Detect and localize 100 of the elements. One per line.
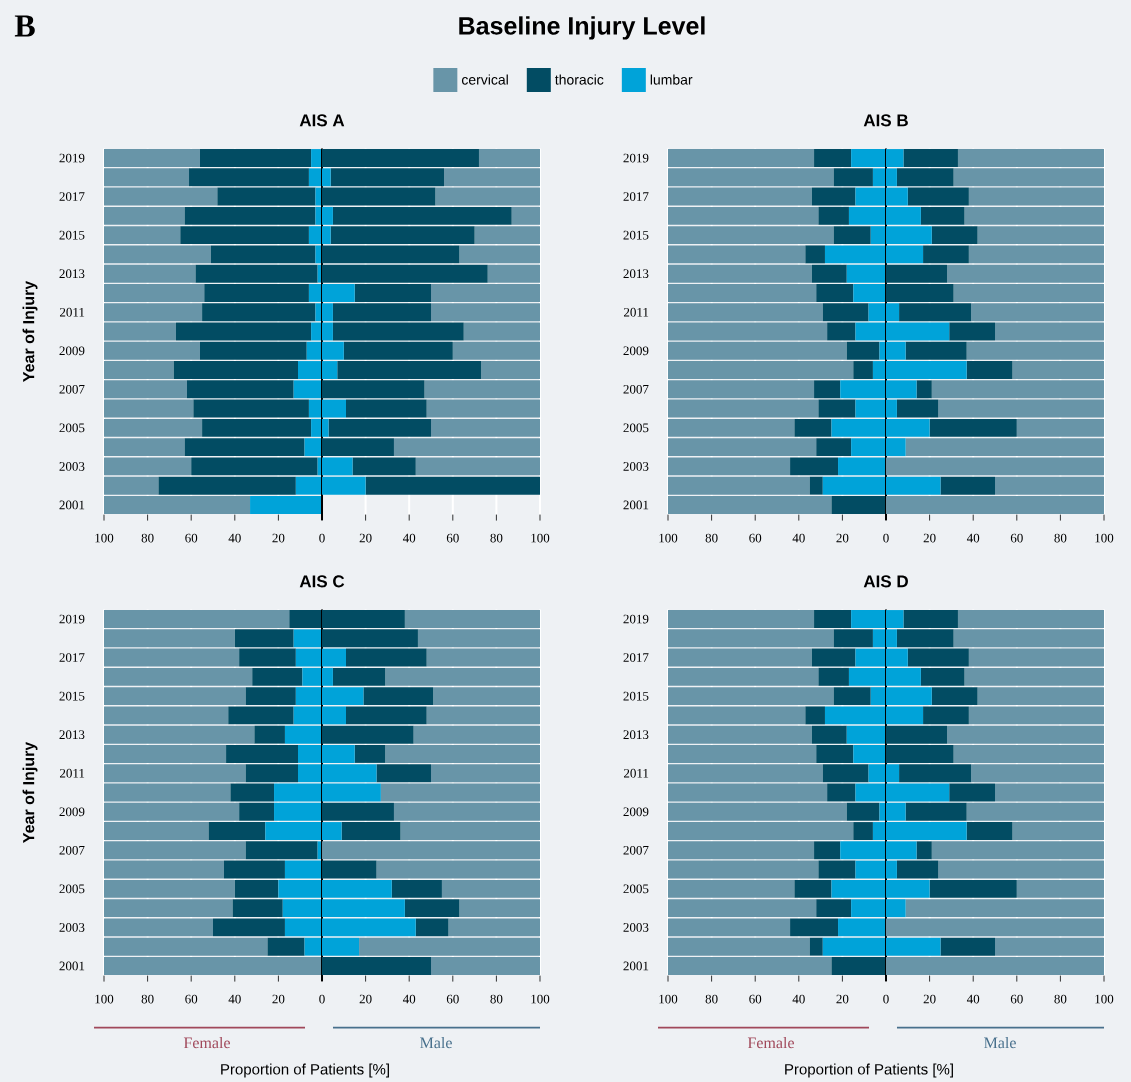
bar bbox=[966, 361, 1013, 379]
x-tick-label: 20 bbox=[836, 994, 849, 1004]
x-tick-label: 60 bbox=[185, 994, 198, 1004]
bar bbox=[949, 783, 995, 802]
y-tick-label: 2005 bbox=[59, 884, 85, 894]
bar bbox=[966, 822, 1013, 840]
x-tick-label: 80 bbox=[141, 533, 154, 543]
y-tick-label: 2005 bbox=[623, 423, 649, 433]
x-tick-label: 0 bbox=[883, 994, 889, 1004]
y-tick-label: 2009 bbox=[59, 346, 85, 356]
x-tick-label: 80 bbox=[1054, 994, 1067, 1004]
x-tick-label: 40 bbox=[228, 994, 241, 1004]
bar bbox=[104, 322, 176, 341]
x-tick-label: 100 bbox=[95, 994, 114, 1004]
y-tick-label: 2009 bbox=[623, 346, 649, 356]
x-tick-label: 100 bbox=[1095, 994, 1114, 1004]
y-tick-label: 2005 bbox=[623, 884, 649, 894]
y-tick-label: 2015 bbox=[59, 691, 85, 701]
bar bbox=[322, 457, 353, 476]
x-tick-label: 40 bbox=[402, 533, 416, 543]
x-tick-label: 100 bbox=[1095, 533, 1114, 543]
y-tick-label: 2017 bbox=[623, 653, 649, 662]
x-tick-label: 20 bbox=[359, 994, 372, 1004]
x-tick-label: 80 bbox=[705, 533, 718, 543]
y-tick-label: 2017 bbox=[623, 192, 649, 201]
bar bbox=[809, 937, 823, 956]
x-tick-label: 0 bbox=[319, 533, 325, 543]
x-tick-label: 60 bbox=[749, 994, 762, 1004]
x-tick-label: 20 bbox=[272, 994, 285, 1004]
bar bbox=[267, 937, 305, 956]
bar bbox=[809, 476, 823, 495]
y-tick-label: 2001 bbox=[59, 961, 85, 971]
bar bbox=[380, 783, 541, 802]
x-tick-label: 0 bbox=[319, 994, 325, 1004]
legend-label: thoracic bbox=[555, 74, 604, 85]
y-tick-label: 2007 bbox=[59, 384, 85, 394]
bar bbox=[230, 783, 275, 802]
x-tick-label: 100 bbox=[531, 994, 550, 1004]
x-tick-label: 40 bbox=[402, 994, 416, 1004]
bar bbox=[805, 245, 825, 264]
x-tick-label: 20 bbox=[923, 533, 936, 543]
legend-label: lumbar bbox=[650, 74, 693, 85]
x-tick-label: 100 bbox=[531, 533, 550, 543]
y-tick-label: 2003 bbox=[623, 923, 649, 932]
bar bbox=[805, 706, 825, 725]
x-tick-label: 80 bbox=[490, 994, 503, 1004]
text: Male bbox=[984, 1036, 1016, 1049]
bar bbox=[940, 937, 995, 956]
bar bbox=[365, 476, 541, 495]
y-tick-label: 2007 bbox=[623, 845, 649, 855]
bar bbox=[293, 629, 322, 648]
y-tick-label: 2009 bbox=[623, 807, 649, 817]
x-tick-label: 100 bbox=[659, 994, 678, 1004]
y-tick-label: 2005 bbox=[59, 423, 85, 433]
x-tick-label: 20 bbox=[923, 994, 936, 1004]
x-tick-label: 80 bbox=[1054, 533, 1067, 543]
x-tick-label: 20 bbox=[359, 533, 372, 543]
y-tick-label: 2017 bbox=[59, 192, 85, 201]
x-axis-title: Proportion of Patients [%] bbox=[221, 1063, 389, 1078]
legend-label: cervical bbox=[461, 74, 508, 85]
x-tick-label: 60 bbox=[1010, 994, 1023, 1004]
y-tick-label: 2017 bbox=[59, 653, 85, 662]
y-tick-label: 2011 bbox=[59, 768, 85, 778]
bar bbox=[322, 956, 432, 975]
x-tick-label: 40 bbox=[792, 533, 805, 543]
x-tick-label: 60 bbox=[446, 994, 459, 1004]
bar bbox=[814, 380, 841, 399]
bar bbox=[916, 380, 932, 399]
bar bbox=[104, 783, 231, 802]
x-tick-label: 20 bbox=[272, 533, 285, 543]
x-tick-label: 60 bbox=[749, 533, 762, 543]
bar bbox=[827, 322, 856, 341]
x-tick-label: 0 bbox=[883, 533, 889, 543]
bar bbox=[827, 783, 856, 802]
bar bbox=[905, 341, 967, 360]
chart-title: AIS D bbox=[863, 575, 908, 588]
bar bbox=[332, 322, 464, 341]
y-tick-label: 2011 bbox=[59, 307, 85, 317]
text: Male bbox=[420, 1036, 452, 1049]
y-tick-label: 2013 bbox=[623, 269, 649, 279]
y-tick-label: 2009 bbox=[59, 807, 85, 817]
y-tick-label: 2013 bbox=[59, 269, 85, 279]
x-tick-label: 40 bbox=[966, 533, 980, 543]
text: Female bbox=[183, 1036, 230, 1049]
chart-title: AIS C bbox=[299, 575, 345, 588]
x-tick-label: 20 bbox=[836, 533, 849, 543]
x-tick-label: 60 bbox=[185, 533, 198, 543]
bar bbox=[668, 322, 828, 341]
bar bbox=[949, 322, 995, 341]
y-tick-label: 2013 bbox=[59, 730, 85, 740]
bar bbox=[940, 476, 995, 495]
bar bbox=[995, 783, 1104, 802]
y-tick-label: 2011 bbox=[623, 307, 649, 317]
x-tick-label: 60 bbox=[446, 533, 459, 543]
y-tick-label: 2019 bbox=[59, 153, 85, 163]
y-axis-title: Year of Injury bbox=[22, 280, 38, 382]
chart-title: AIS B bbox=[863, 114, 908, 127]
bar bbox=[905, 802, 967, 821]
bar bbox=[158, 476, 296, 495]
bar bbox=[463, 322, 541, 341]
